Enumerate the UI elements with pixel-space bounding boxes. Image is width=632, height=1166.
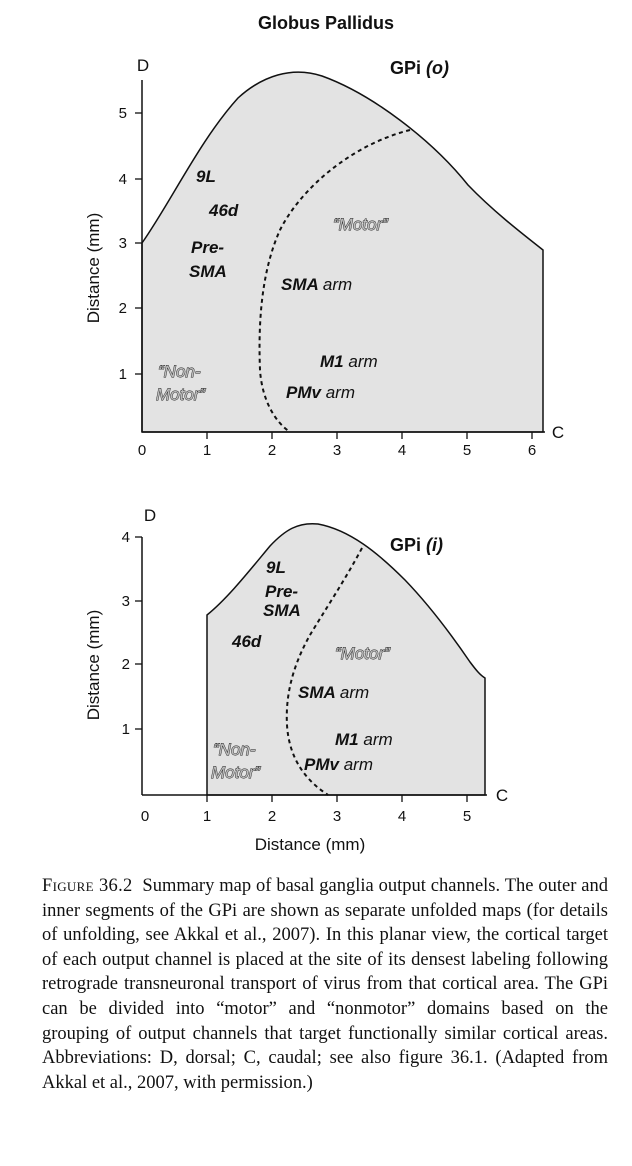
channel-label-sma: SMA — [189, 262, 227, 281]
y-tick-label: 2 — [119, 300, 127, 317]
x-tick-label: 5 — [463, 808, 471, 825]
x-tick-label: 6 — [528, 442, 536, 459]
channel-label-pre: Pre- — [265, 582, 298, 601]
y-tick-label: 5 — [119, 105, 127, 122]
y-tick-label: 2 — [122, 656, 130, 673]
gpi-inner-region — [206, 522, 486, 796]
y-axis-title: Distance (mm) — [84, 213, 103, 324]
channel-label-9l: 9L — [266, 558, 286, 577]
caudal-axis-label: C — [496, 786, 508, 805]
y-ticks — [135, 536, 142, 730]
domain-label-nonmotor-line2: Motor” — [211, 763, 261, 782]
y-ticks — [135, 112, 142, 375]
x-tick-label: 2 — [268, 442, 276, 459]
dorsal-axis-label: D — [137, 56, 149, 75]
figure-diagram: Globus Pallidus 1 2 3 4 5 0 1 — [84, 13, 564, 854]
x-tick-label: 5 — [463, 442, 471, 459]
x-tick-label: 1 — [203, 442, 211, 459]
x-tick-label: 4 — [398, 442, 406, 459]
domain-label-nonmotor-line1: “Non- — [213, 740, 256, 759]
segment-label: GPi (i) — [390, 535, 443, 555]
channel-label-pmv-arm: PMv arm — [286, 383, 355, 402]
caudal-axis-label: C — [552, 423, 564, 442]
channel-label-sma: SMA — [263, 601, 301, 620]
gpi-outer-region — [141, 71, 544, 433]
y-tick-label: 1 — [122, 721, 130, 738]
channel-label-m1-arm: M1 arm — [335, 730, 393, 749]
channel-label-m1-arm: M1 arm — [320, 352, 378, 371]
dorsal-axis-label: D — [144, 506, 156, 525]
y-tick-label: 3 — [119, 235, 127, 252]
x-tick-label: 0 — [141, 808, 149, 825]
domain-label-nonmotor-line2: Motor” — [156, 385, 206, 404]
panel-gpi-inner: 1 2 3 4 0 1 2 3 4 5 D C Distance (mm) Di… — [84, 506, 508, 854]
x-tick-label: 2 — [268, 808, 276, 825]
domain-label-motor: “Motor” — [335, 644, 391, 663]
x-axis-title: Distance (mm) — [255, 835, 366, 854]
y-axis-title: Distance (mm) — [84, 610, 103, 721]
y-tick-label: 4 — [122, 529, 130, 546]
segment-label: GPi (o) — [390, 58, 449, 78]
y-tick-label: 4 — [119, 171, 127, 188]
y-tick-label: 1 — [119, 366, 127, 383]
channel-label-sma-arm: SMA arm — [298, 683, 369, 702]
channel-label-pmv-arm: PMv arm — [304, 755, 373, 774]
channel-label-pre: Pre- — [191, 238, 224, 257]
channel-label-9l: 9L — [196, 167, 216, 186]
x-tick-label: 3 — [333, 808, 341, 825]
domain-label-motor: “Motor” — [333, 215, 389, 234]
caption-text: Summary map of basal ganglia output chan… — [42, 876, 608, 1093]
x-ticks — [206, 432, 533, 439]
x-tick-label: 1 — [203, 808, 211, 825]
x-tick-label: 0 — [138, 442, 146, 459]
domain-label-nonmotor-line1: “Non- — [158, 362, 201, 381]
x-ticks — [206, 795, 468, 802]
figure-title: Globus Pallidus — [258, 13, 394, 33]
channel-label-sma-arm: SMA arm — [281, 275, 352, 294]
panel-gpi-outer: 1 2 3 4 5 0 1 2 3 4 5 6 D C Distance (mm… — [84, 56, 564, 459]
x-tick-label: 3 — [333, 442, 341, 459]
x-tick-label: 4 — [398, 808, 406, 825]
y-tick-label: 3 — [122, 593, 130, 610]
channel-label-46d: 46d — [208, 201, 239, 220]
channel-label-46d: 46d — [231, 632, 262, 651]
motor-nonmotor-boundary — [258, 129, 411, 433]
figure-caption: Figure 36.2 Summary map of basal ganglia… — [42, 874, 608, 1095]
figure-number: Figure 36.2 — [42, 876, 133, 896]
